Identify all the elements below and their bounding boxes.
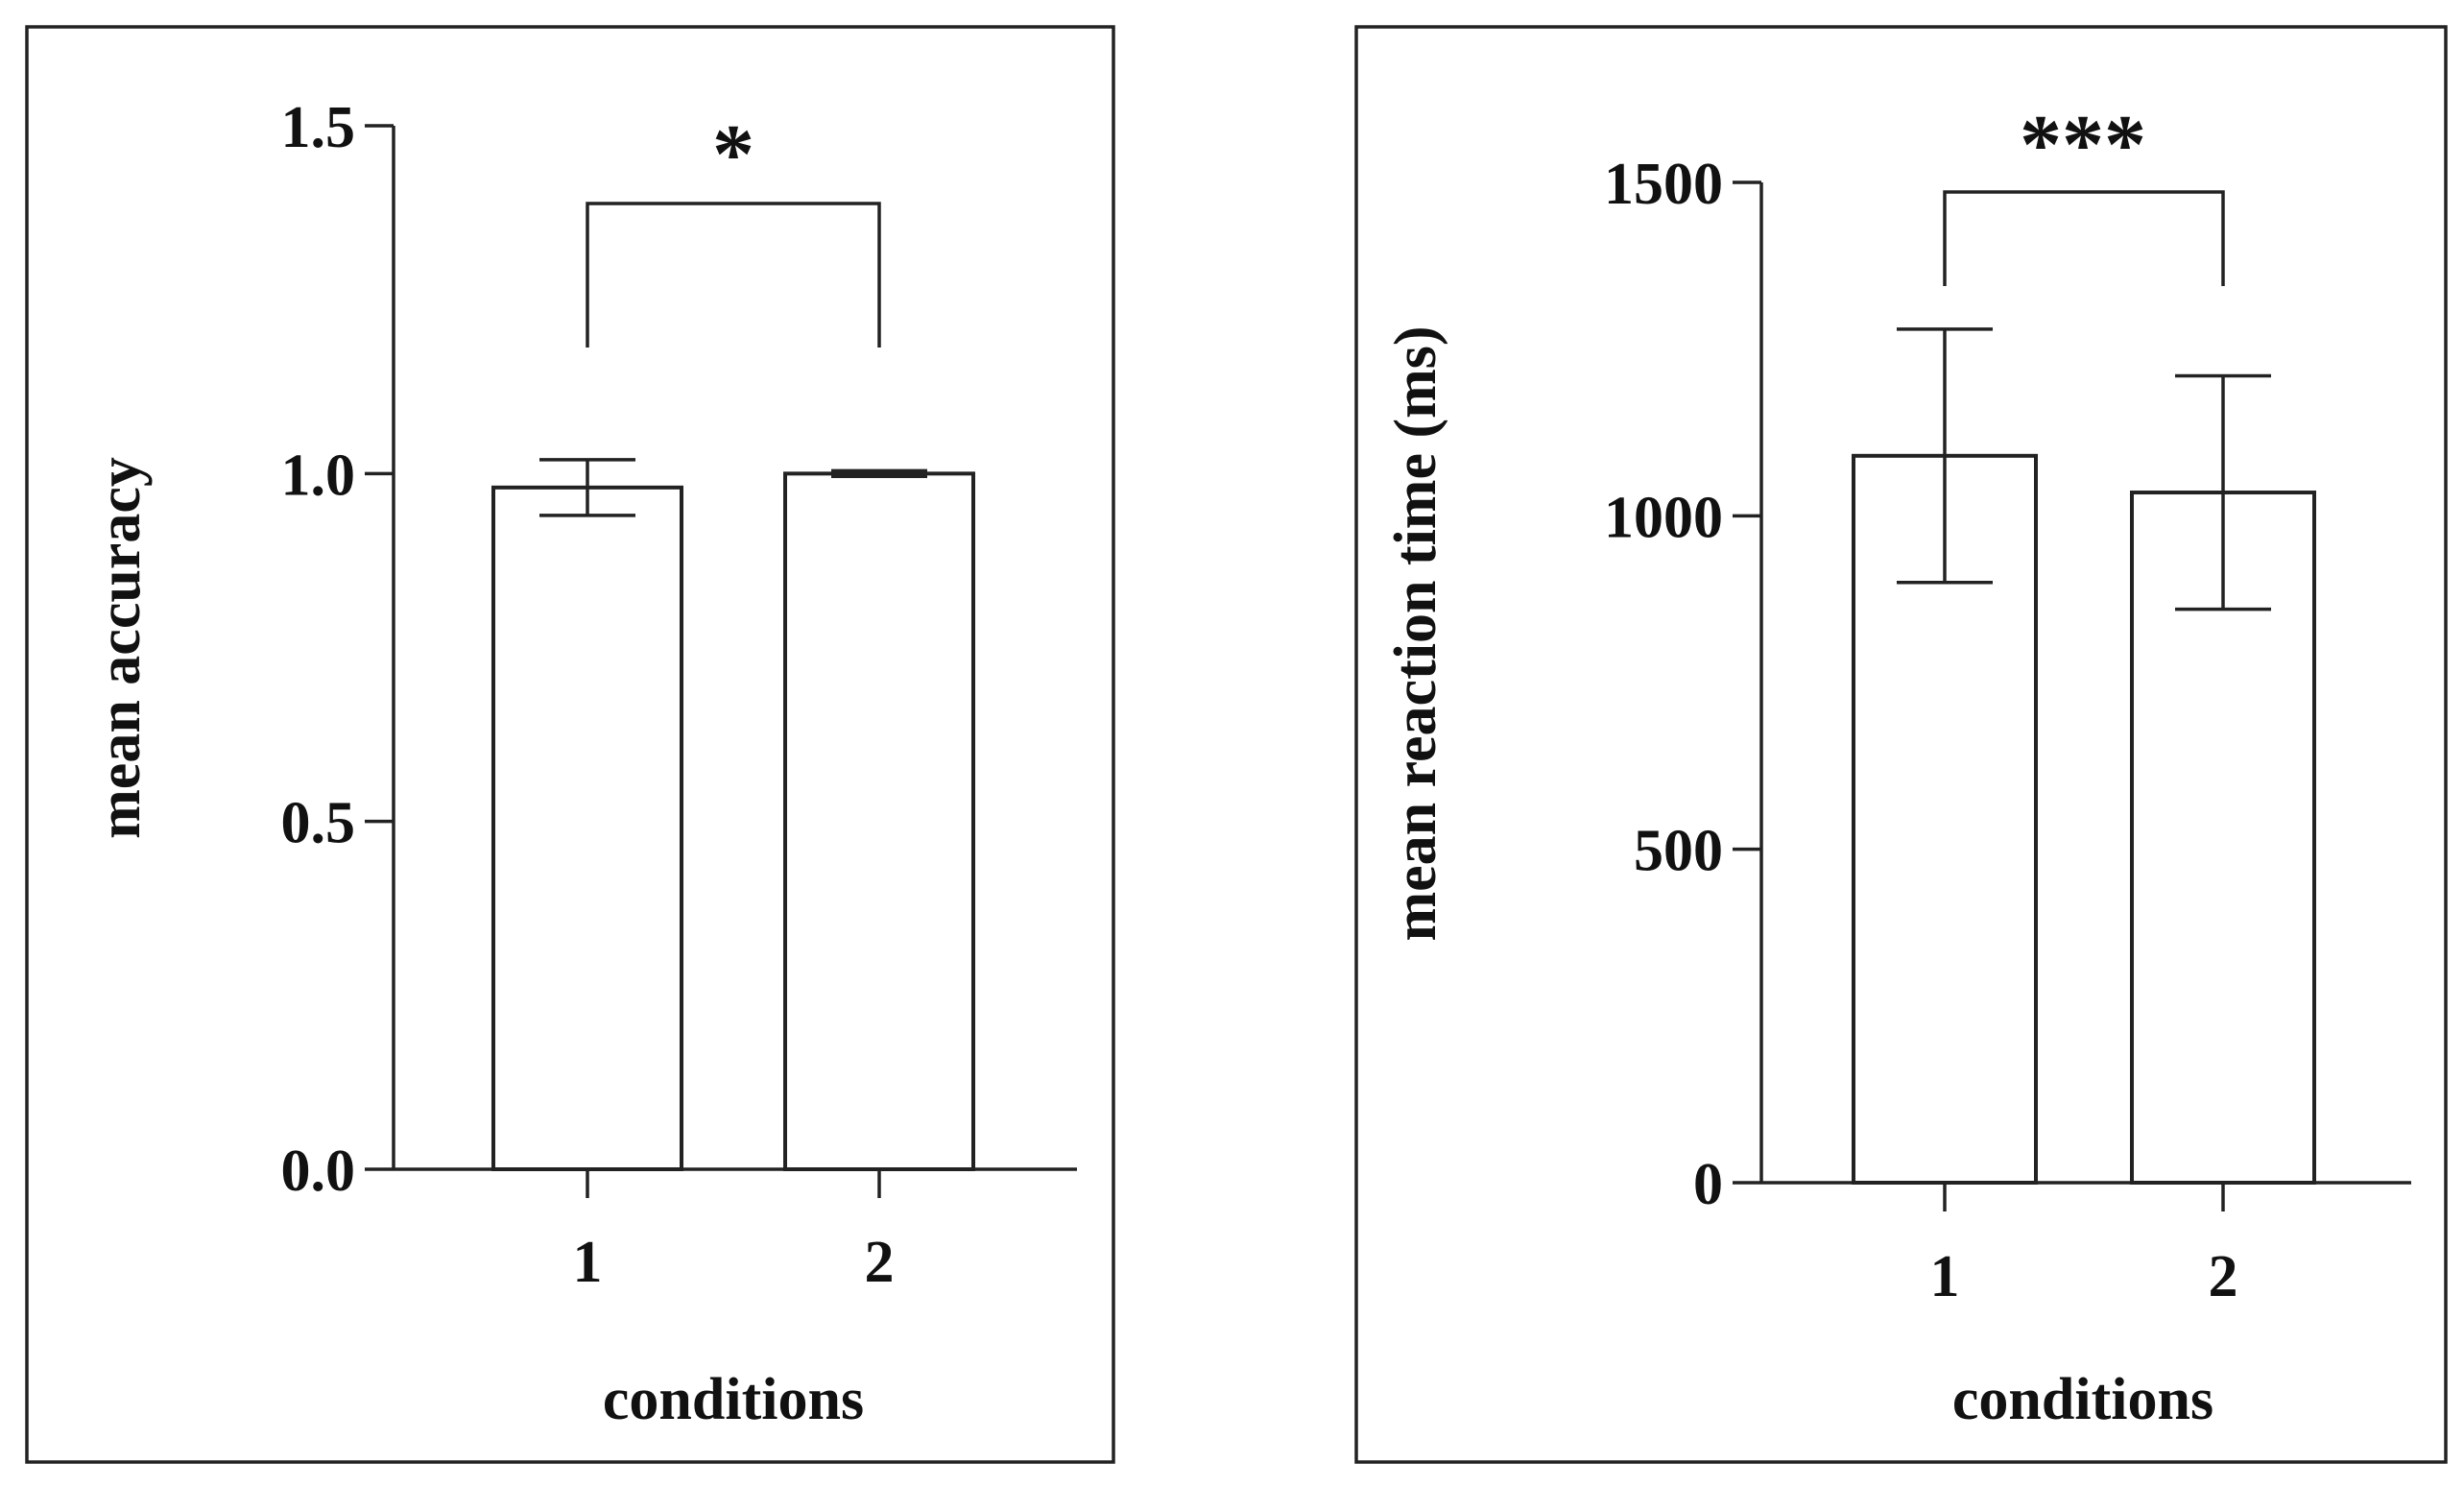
bar xyxy=(1852,453,2038,1185)
error-bar xyxy=(1897,327,1993,585)
y-axis-title: mean reaction time (ms) xyxy=(1383,325,1448,941)
error-bars xyxy=(1897,327,2271,612)
significance-bracket-line xyxy=(586,202,881,348)
y-tick-label: 1500 xyxy=(1604,152,1723,217)
y-axis-title: mean accuracy xyxy=(87,457,153,839)
y-tick-label: 500 xyxy=(1634,819,1723,884)
y-tick-label: 1.5 xyxy=(281,95,356,160)
y-tick-label: 1.0 xyxy=(281,443,356,508)
significance-label: *** xyxy=(2020,99,2146,192)
y-tick-label: 0.5 xyxy=(281,791,356,856)
significance-bracket xyxy=(586,202,881,348)
x-axis-title: conditions xyxy=(603,1367,864,1432)
y-tick-label: 0.0 xyxy=(281,1139,356,1204)
error-bar xyxy=(2175,373,2271,612)
x-tick-label: 1 xyxy=(573,1230,603,1295)
y-tick-label: 0 xyxy=(1693,1152,1723,1217)
x-tick-label: 2 xyxy=(2209,1244,2238,1309)
significance-label: * xyxy=(712,108,754,202)
significance-bracket-line xyxy=(1943,190,2225,286)
error-bar xyxy=(539,458,635,517)
y-ticks: 0.0 0.5 1.0 1.5 xyxy=(281,95,394,1204)
y-ticks: 0 500 1000 1500 xyxy=(1604,152,1761,1217)
significance-bracket xyxy=(1943,190,2225,286)
error-bars xyxy=(539,458,927,517)
error-bar xyxy=(831,468,927,478)
x-tick-label: 1 xyxy=(1930,1244,1960,1309)
bar xyxy=(491,485,683,1171)
y-tick-label: 1000 xyxy=(1604,485,1723,550)
panel-frame xyxy=(25,25,1115,1464)
panel-frame xyxy=(1354,25,2448,1464)
x-axis-title: conditions xyxy=(1952,1367,2213,1432)
bar xyxy=(783,471,975,1172)
x-tick-label: 2 xyxy=(865,1230,895,1295)
bars xyxy=(491,471,975,1172)
bars xyxy=(1852,453,2316,1185)
